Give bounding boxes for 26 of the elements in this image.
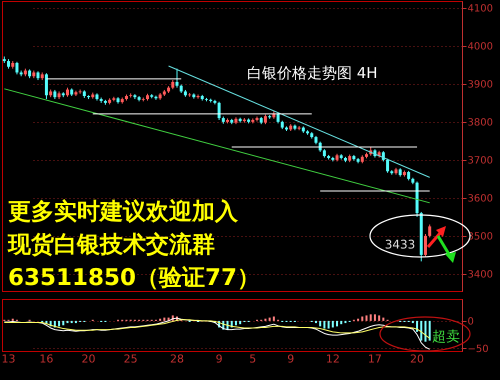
y-tick-label: 4000: [468, 41, 493, 52]
annotation: 更多实时建议欢迎加入: [8, 198, 239, 225]
x-tick-label: 20: [82, 352, 96, 366]
y-tick-label: −50: [468, 344, 489, 355]
y-tick-label: 3400: [468, 269, 493, 280]
y-tick-label: 3800: [468, 117, 493, 128]
text: 白银价格走势图 4H: [247, 64, 378, 82]
x-tick-label: 9: [216, 352, 223, 366]
annotation: 3433: [384, 237, 416, 252]
x-tick-label: 20: [410, 352, 424, 366]
x-tick-label: 28: [170, 352, 184, 366]
y-tick-label: 3600: [468, 193, 493, 204]
x-tick-label: 17: [368, 352, 382, 366]
x-tick-label: 12: [326, 352, 340, 366]
x-tick-label: 9: [287, 352, 294, 366]
y-tick-label: 0: [468, 316, 474, 328]
annotation: 63511850（验证77）: [8, 265, 260, 291]
text: 超卖: [432, 329, 460, 345]
x-tick-label: 5: [249, 352, 256, 366]
x-tick-label: 16: [39, 352, 54, 366]
x-tick-label: 13: [2, 352, 16, 366]
y-tick-label: 3700: [468, 155, 493, 166]
x-tick-label: 25: [124, 352, 138, 366]
y-tick-label: 4100: [468, 3, 493, 14]
annotation: 现货白银技术交流群: [7, 231, 215, 258]
y-tick-label: 3900: [468, 79, 493, 90]
